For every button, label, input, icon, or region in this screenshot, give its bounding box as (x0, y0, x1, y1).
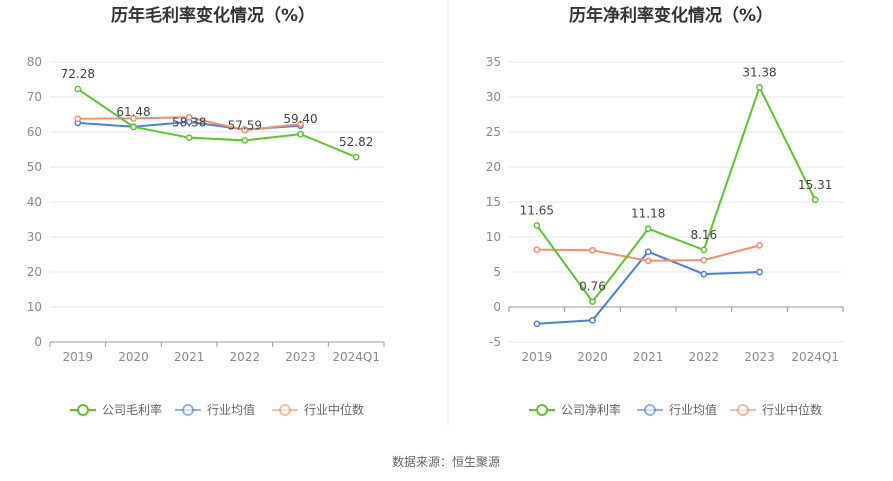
x-tick-label: 2019 (522, 350, 553, 364)
legend-item: 公司毛利率 (70, 402, 162, 417)
legend-item: 行业中位数 (730, 402, 822, 417)
y-tick-label: 5 (493, 265, 501, 279)
data-label: 31.38 (742, 65, 776, 79)
legend-item: 行业中位数 (272, 402, 364, 417)
data-point (297, 130, 304, 138)
data-point (241, 137, 249, 144)
data-point (185, 134, 193, 142)
data-point (756, 242, 763, 249)
series-line-0 (536, 84, 817, 304)
chart-2: 历年净利率变化情况（%） -5 0 5 10 15 20 25 30 35 2019 2020 2021… (486, 5, 844, 417)
data-point (533, 320, 541, 328)
legend-label: 行业中位数 (762, 402, 822, 417)
x-tick-label: 2023 (744, 350, 775, 364)
data-point (533, 222, 541, 229)
data-label: 11.65 (520, 203, 554, 217)
data-label: 8.16 (690, 228, 717, 242)
y-tick-label: 20 (27, 265, 42, 279)
legend-label: 行业均值 (669, 402, 717, 417)
x-tick-label: 2021 (174, 350, 205, 364)
data-point (185, 113, 193, 121)
y-tick-label: 10 (27, 300, 42, 314)
y-tick-label: 10 (486, 230, 501, 244)
data-point (644, 225, 652, 233)
data-point (130, 123, 137, 131)
legend-label: 公司毛利率 (102, 402, 162, 417)
x-tick-label: 2022 (689, 350, 720, 364)
y-tick-label: 25 (486, 125, 501, 139)
legend-label: 行业中位数 (304, 402, 364, 417)
data-point (589, 316, 596, 324)
data-label: 58.38 (172, 116, 206, 130)
y-tick-label: 50 (27, 160, 42, 174)
y-tick-label: -5 (489, 335, 501, 349)
data-point (644, 248, 652, 256)
legend-marker-icon (77, 404, 89, 416)
data-source: 数据来源：恒生聚源 (392, 454, 500, 469)
y-tick-label: 0 (34, 335, 42, 349)
data-point (700, 246, 708, 254)
legend-marker-icon (536, 404, 548, 416)
data-label: 59.40 (283, 112, 317, 126)
x-tick-label: 2020 (118, 350, 149, 364)
data-point (700, 256, 708, 264)
x-tick-label: 2024Q1 (332, 350, 380, 364)
data-label: 57.59 (228, 118, 262, 132)
legend-item: 行业均值 (637, 402, 717, 417)
y-tick-label: 40 (27, 195, 42, 209)
legend-marker-icon (182, 404, 194, 416)
y-tick-label: 60 (27, 125, 42, 139)
data-label: 11.18 (631, 207, 665, 221)
data-point (533, 246, 541, 253)
data-point (74, 115, 82, 123)
y-tick-label: 30 (486, 90, 501, 104)
chart-title: 历年净利率变化情况（%） (569, 5, 773, 26)
legend-marker-icon (279, 404, 291, 416)
data-point (756, 268, 763, 276)
data-point (130, 115, 137, 122)
data-point (700, 270, 708, 278)
x-tick-label: 2024Q1 (791, 350, 839, 364)
legend-label: 公司净利率 (561, 402, 621, 417)
legend-item: 行业均值 (175, 402, 255, 417)
y-tick-label: 35 (486, 55, 501, 69)
data-point (756, 83, 763, 91)
data-label: 0.76 (579, 280, 606, 294)
chart-1: 历年毛利率变化情况（%） 0 10 20 30 40 50 60 70 80 2019 2020 202… (27, 5, 385, 417)
data-point (589, 298, 596, 306)
chart-title: 历年毛利率变化情况（%） (111, 5, 315, 26)
x-tick-label: 2020 (577, 350, 608, 364)
y-tick-label: 0 (493, 300, 501, 314)
legend-item: 公司净利率 (529, 402, 621, 417)
data-label: 52.82 (339, 135, 373, 149)
data-label: 61.48 (116, 105, 150, 119)
data-point (811, 196, 819, 204)
data-point (352, 153, 360, 161)
data-label: 15.31 (798, 178, 832, 192)
data-point (74, 85, 82, 93)
x-tick-label: 2023 (285, 350, 316, 364)
y-tick-label: 80 (27, 55, 42, 69)
data-point (297, 120, 304, 128)
data-point (241, 126, 249, 134)
y-tick-label: 15 (486, 195, 501, 209)
series-line-0 (77, 88, 357, 159)
x-tick-label: 2021 (633, 350, 664, 364)
y-tick-label: 20 (486, 160, 501, 174)
data-point (589, 246, 596, 254)
legend-label: 行业均值 (207, 402, 255, 417)
legend-marker-icon (737, 404, 749, 416)
legend-marker-icon (644, 404, 656, 416)
data-point (644, 257, 652, 265)
x-tick-label: 2022 (230, 350, 261, 364)
x-tick-label: 2019 (63, 350, 94, 364)
data-label: 72.28 (61, 67, 95, 81)
y-tick-label: 30 (27, 230, 42, 244)
y-tick-label: 70 (27, 90, 42, 104)
